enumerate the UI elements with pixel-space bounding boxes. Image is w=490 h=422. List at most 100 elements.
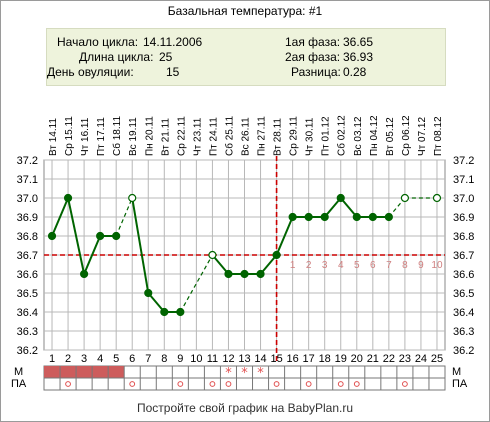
temperature-point-excluded: [400, 193, 409, 203]
temperature-segment: [51, 197, 69, 237]
day-number: 23: [399, 353, 411, 365]
pa-circle-marker: [353, 381, 360, 387]
pa-circle-marker: [225, 381, 232, 387]
phase2-label: 2ая фаза:: [285, 50, 341, 64]
y-tick-label-left: 36.6: [17, 269, 38, 281]
y-tick-label-left: 36.3: [17, 326, 38, 338]
temperature-segment-dashed: [179, 254, 213, 313]
menstruation-cell: [60, 366, 77, 378]
day-number: 9: [177, 353, 183, 365]
day-number: 17: [303, 353, 315, 365]
day-number: 20: [351, 353, 363, 365]
y-tick-label-right: 36.4: [453, 307, 474, 319]
day-number: 3: [81, 353, 87, 365]
y-tick-label-right: 36.7: [453, 250, 474, 262]
difference-value: 0.28: [343, 65, 367, 79]
temperature-segment: [323, 197, 342, 218]
date-label: Пт 24.11: [208, 117, 219, 156]
day-number: 10: [190, 353, 202, 365]
temperature-point: [63, 193, 73, 203]
date-label: Чт 30.11: [305, 117, 316, 156]
luteal-day-number: 8: [402, 260, 408, 271]
day-number: 14: [254, 353, 266, 365]
date-label: Вс 19.11: [128, 117, 139, 156]
date-label: Вт 14.11: [48, 118, 59, 156]
temperature-point: [336, 193, 345, 203]
date-label: Пн 20.11: [144, 116, 155, 156]
day-number: 13: [238, 353, 250, 365]
y-tick-label-left: 37.1: [17, 174, 38, 186]
day-number: 1: [49, 353, 55, 365]
luteal-day-number: 7: [386, 260, 392, 271]
date-label: Чт 16.11: [80, 117, 91, 156]
m-star-marker: *: [241, 366, 248, 381]
temperature-point: [176, 307, 185, 317]
y-tick-label-left: 36.7: [17, 250, 38, 262]
m-row-label-right: М: [452, 366, 462, 378]
y-tick-label-right: 36.3: [453, 326, 474, 338]
temperature-point: [256, 269, 265, 279]
luteal-day-number: 10: [431, 260, 443, 271]
temperature-point: [304, 212, 313, 222]
day-number: 25: [431, 353, 443, 365]
day-number: 15: [270, 353, 282, 365]
date-label: Вт 28.11: [273, 118, 284, 156]
temperature-point: [47, 231, 57, 241]
temperature-segment: [259, 254, 278, 275]
pa-circle-marker: [273, 381, 280, 387]
temperature-point: [320, 212, 329, 222]
luteal-day-number: 9: [418, 260, 424, 271]
y-tick-label-right: 36.2: [453, 345, 474, 357]
y-tick-label-left: 36.2: [17, 345, 38, 357]
y-tick-label-right: 36.6: [453, 269, 474, 281]
luteal-day-number: 2: [306, 260, 312, 271]
day-number: 16: [286, 353, 298, 365]
temperature-segment: [131, 197, 150, 294]
temperature-point: [144, 288, 153, 298]
temperature-point-excluded: [432, 193, 442, 203]
day-number: 6: [129, 353, 135, 365]
phase1-label: 1ая фаза:: [285, 35, 341, 49]
menstruation-cell: [44, 366, 61, 378]
date-label: Пт 08.12: [433, 116, 444, 156]
temperature-segment: [211, 254, 230, 275]
menstruation-cell: [92, 366, 109, 378]
date-label: Ср 06.12: [401, 115, 412, 156]
date-label: Ср 15.11: [64, 116, 75, 156]
menstruation-cell: [108, 366, 125, 378]
date-label: Чт 23.11: [192, 117, 203, 156]
temperature-point: [272, 250, 281, 260]
temperature-point: [288, 212, 297, 222]
phase2-value: 36.93: [343, 50, 374, 64]
phase1-value: 36.65: [343, 35, 374, 49]
m-row-label-left: М: [14, 366, 24, 378]
y-tick-label-left: 36.8: [17, 231, 38, 243]
date-label: Пт 17.11: [96, 117, 107, 156]
temperature-segment: [147, 292, 166, 313]
date-label: Пн 04.12: [369, 115, 380, 156]
day-number: 18: [319, 353, 331, 365]
temperature-point: [384, 212, 393, 222]
temperature-point: [112, 231, 121, 241]
pa-circle-marker: [129, 381, 136, 387]
y-tick-label-right: 37.2: [453, 155, 474, 167]
day-number: 8: [161, 353, 167, 365]
date-label: Вт 05.12: [385, 117, 396, 156]
date-label: Сб 02.12: [336, 115, 348, 156]
pa-circle-marker: [305, 381, 312, 387]
luteal-day-number: 4: [338, 260, 344, 271]
footer-link-text[interactable]: Постройте свой график на BabyPlan.ru: [136, 401, 354, 415]
chart-title: Базальная температура: #1: [167, 4, 323, 18]
cycle-start-value: 14.11.2006: [143, 35, 203, 49]
date-label: Чт 07.12: [417, 117, 428, 156]
y-tick-label-right: 37.1: [453, 174, 474, 186]
temperature-segment: [67, 197, 86, 275]
temperature-segment: [275, 216, 294, 256]
y-tick-label-right: 36.9: [453, 212, 474, 224]
luteal-day-number: 5: [354, 260, 360, 271]
day-number: 11: [207, 353, 218, 365]
day-number: 19: [335, 353, 347, 365]
temperature-point: [96, 231, 105, 241]
y-tick-label-right: 37.0: [453, 193, 474, 205]
